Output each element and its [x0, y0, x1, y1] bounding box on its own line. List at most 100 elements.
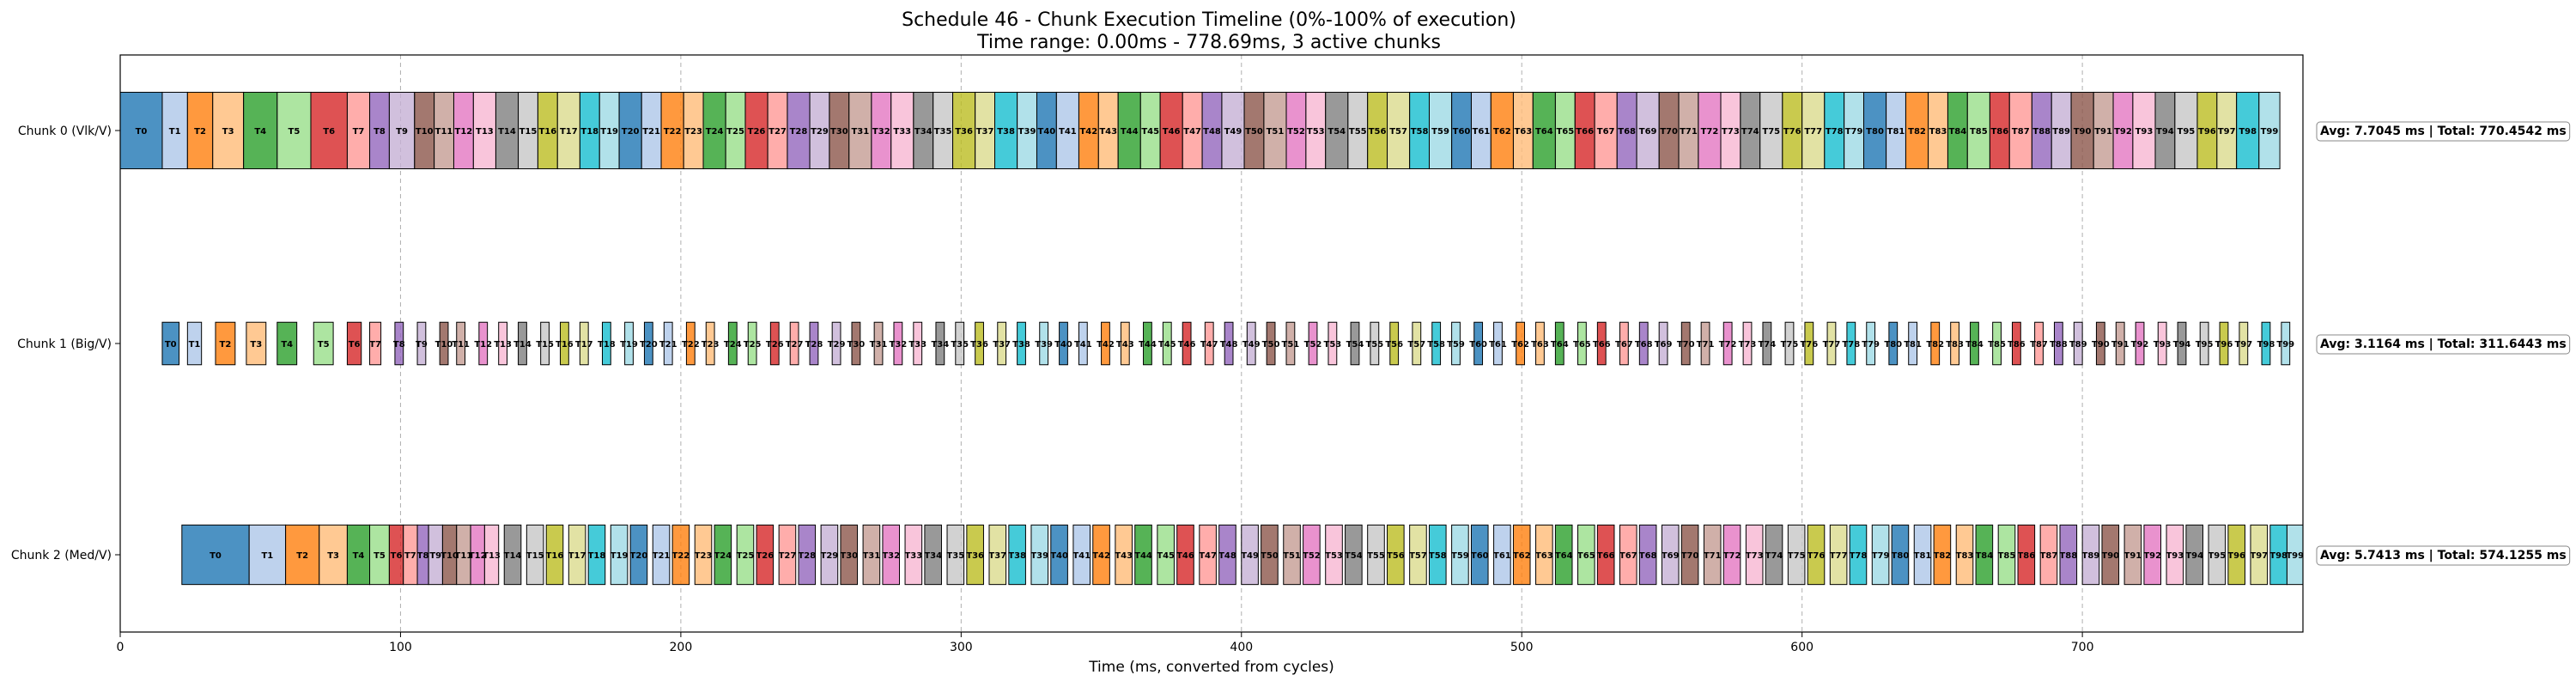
task-bar [1829, 524, 1848, 586]
task-bar [161, 321, 180, 366]
task-label: T30 [840, 551, 858, 561]
task-bar [840, 524, 859, 586]
task-label: T19 [620, 340, 638, 350]
task-label: T81 [1904, 340, 1922, 350]
task-label: T70 [1681, 551, 1699, 561]
task-bar [1473, 321, 1484, 366]
task-label: T73 [1746, 551, 1764, 561]
task-bar [1661, 524, 1680, 586]
task-label: T70 [1677, 340, 1695, 350]
task-label: T75 [1762, 127, 1780, 137]
task-label: T6 [323, 127, 335, 137]
task-label: T44 [1139, 340, 1157, 350]
task-label: T3 [222, 127, 234, 137]
task-label: T65 [1556, 127, 1574, 137]
chunk-label: Chunk 0 (Vlk/V) [18, 125, 112, 138]
task-bar [1101, 321, 1110, 366]
task-label: T24 [724, 340, 742, 350]
task-bar [1134, 524, 1152, 586]
task-bar [483, 524, 500, 586]
task-bar [694, 524, 713, 586]
task-label: T26 [748, 127, 766, 137]
task-label: T42 [1097, 340, 1115, 350]
task-bar [1975, 524, 1994, 586]
x-tick-label: 700 [2071, 641, 2094, 654]
task-bar [1512, 524, 1531, 586]
task-label: T89 [2052, 127, 2070, 137]
task-label: T62 [1511, 340, 1529, 350]
task-label: T85 [1988, 340, 2006, 350]
task-label: T18 [598, 340, 616, 350]
task-bar [1204, 321, 1214, 366]
task-bar [685, 321, 696, 366]
task-label: T30 [830, 127, 848, 137]
task-bar [568, 524, 586, 586]
task-bar [2199, 321, 2209, 366]
chunk-summary: Avg: 5.7413 ms | Total: 574.1255 ms [2320, 549, 2567, 562]
task-bar [1470, 524, 1489, 586]
task-label: T21 [653, 551, 671, 561]
task-label: T72 [1701, 127, 1719, 137]
task-bar [1807, 524, 1826, 586]
task-label: T74 [1741, 127, 1759, 137]
task-label: T54 [1346, 340, 1364, 350]
task-bar [1596, 524, 1615, 586]
task-label: T83 [1956, 551, 1974, 561]
task-label: T25 [726, 127, 744, 137]
task-label: T0 [165, 340, 177, 350]
task-bar [248, 524, 287, 586]
task-bar [831, 321, 841, 366]
task-label: T69 [1639, 127, 1657, 137]
task-bar [1241, 524, 1259, 586]
task-bar [787, 91, 811, 170]
task-label: T10 [435, 340, 453, 350]
task-label: T49 [1224, 127, 1242, 137]
task-bar [1159, 91, 1183, 170]
task-label: T82 [1908, 127, 1926, 137]
task-bar [1700, 321, 1710, 366]
task-label: T72 [1723, 551, 1741, 561]
task-label: T71 [1697, 340, 1715, 350]
task-label: T57 [1407, 340, 1425, 350]
task-label: T15 [526, 551, 544, 561]
task-label: T0 [210, 551, 222, 561]
task-label: T42 [1092, 551, 1110, 561]
task-label: T90 [2092, 340, 2110, 350]
task-label: T33 [908, 340, 927, 350]
task-label: T32 [882, 551, 900, 561]
task-label: T41 [1074, 340, 1092, 350]
task-label: T18 [588, 551, 606, 561]
x-tick-label: 500 [1510, 641, 1534, 654]
task-label: T13 [494, 340, 512, 350]
task-label: T30 [848, 340, 866, 350]
task-bar [736, 524, 755, 586]
task-bar [1535, 321, 1545, 366]
task-bar [1849, 524, 1868, 586]
task-label: T5 [289, 127, 301, 137]
task-label: T43 [1099, 127, 1117, 137]
task-label: T12 [474, 340, 492, 350]
task-label: T41 [1072, 551, 1091, 561]
task-label: T55 [1365, 340, 1383, 350]
task-label: T80 [1892, 551, 1910, 561]
task-bar [2059, 524, 2078, 586]
task-bar [2281, 321, 2291, 366]
task-label: T9 [416, 340, 428, 350]
task-bar [671, 524, 690, 586]
task-bar [848, 91, 872, 170]
task-label: T76 [1807, 551, 1826, 561]
task-label: T77 [1823, 340, 1841, 350]
task-label: T78 [1826, 127, 1844, 137]
task-label: T2 [220, 340, 232, 350]
task-label: T92 [2131, 340, 2149, 350]
task-label: T52 [1304, 340, 1322, 350]
task-bar [1387, 524, 1405, 586]
task-bar [1261, 524, 1279, 586]
task-label: T11 [455, 551, 473, 561]
task-label: T36 [955, 127, 973, 137]
task-label: T15 [519, 127, 538, 137]
task-bar [1762, 321, 1772, 366]
task-bar [212, 91, 245, 170]
task-bar [1431, 321, 1442, 366]
task-label: T29 [828, 340, 846, 350]
